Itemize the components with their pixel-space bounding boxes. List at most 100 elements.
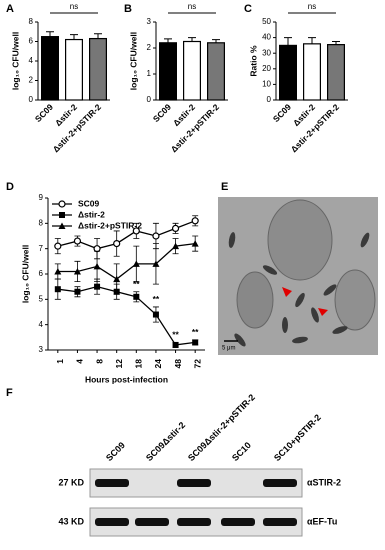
point — [171, 224, 180, 232]
point — [94, 283, 101, 290]
bar — [327, 44, 346, 101]
y-tick-label: 50 — [262, 17, 271, 26]
point — [192, 339, 199, 346]
panel-letter: B — [124, 3, 132, 15]
point — [113, 275, 121, 283]
point — [152, 311, 159, 318]
y-axis-label: log₁₀ CFU/well — [128, 32, 138, 90]
y-tick-label: 4 — [29, 56, 34, 65]
band — [135, 479, 169, 487]
microscopy-image — [218, 197, 378, 355]
point — [113, 240, 121, 248]
y-tick-label: 4 — [39, 320, 44, 329]
band — [135, 518, 169, 526]
y-tick-label: 0 — [147, 95, 152, 104]
error-bar — [212, 39, 220, 43]
y-tick-label: 3 — [147, 17, 152, 26]
point — [172, 341, 179, 348]
point — [54, 242, 62, 250]
y-tick-label: 30 — [262, 48, 271, 57]
y-axis-label: Ratio % — [248, 45, 258, 77]
band — [177, 479, 211, 487]
point — [73, 237, 82, 245]
point — [93, 262, 101, 270]
scale-bar-label: 5 μm — [222, 346, 235, 352]
bar — [183, 40, 202, 101]
annotation: ns — [188, 2, 196, 11]
panel-letter: D — [6, 181, 14, 193]
series-line — [57, 285, 196, 346]
x-axis-label: Hours post-infection — [85, 374, 168, 384]
point — [191, 217, 199, 225]
legend-marker — [59, 212, 65, 218]
point — [93, 245, 101, 253]
error-bar — [94, 33, 102, 39]
lane-label: SC09Δstir-2 — [144, 420, 187, 463]
y-tick-label: 0 — [29, 95, 34, 104]
band — [177, 518, 211, 526]
bar — [159, 42, 178, 101]
y-tick-label: 9 — [39, 193, 44, 202]
error-bar — [164, 38, 172, 43]
bar — [40, 36, 59, 101]
y-tick-label: 10 — [262, 80, 271, 89]
y-tick-label: 2 — [147, 43, 152, 52]
point — [132, 260, 140, 267]
panel-letter: A — [6, 3, 14, 15]
legend-label: Δstir-2 — [78, 209, 105, 219]
point — [152, 260, 160, 267]
legend-marker — [58, 222, 66, 229]
y-axis-label: log₁₀ CFU/well — [10, 32, 20, 90]
band — [221, 479, 255, 487]
y-tick-label: 6 — [39, 269, 44, 278]
error-bar — [70, 34, 78, 40]
y-tick-label: 6 — [29, 37, 34, 46]
lane-label: SC09 — [104, 440, 127, 463]
lane-label: SC10 — [230, 440, 253, 463]
x-tick-label: 12 — [114, 359, 124, 369]
bar — [303, 43, 322, 101]
band-size: 27 KD — [58, 477, 84, 487]
legend-label: SC09 — [78, 198, 100, 208]
band — [95, 518, 129, 526]
bar — [64, 38, 83, 101]
point — [133, 293, 140, 300]
y-tick-label: 3 — [39, 345, 44, 354]
y-tick-label: 8 — [29, 17, 34, 26]
y-tick-label: 2 — [29, 76, 34, 85]
y-tick-label: 8 — [39, 218, 44, 227]
x-tick-label: 1 — [55, 359, 65, 364]
x-tick-label: 18 — [134, 359, 144, 369]
panel-letter: C — [244, 3, 252, 15]
band — [221, 518, 255, 526]
bar — [88, 37, 107, 101]
y-tick-label: 7 — [39, 244, 44, 253]
point — [152, 232, 160, 240]
y-tick-label: 5 — [39, 294, 44, 303]
panel-letter: F — [6, 387, 13, 399]
significance-label: ** — [172, 330, 179, 340]
point — [132, 227, 140, 235]
y-tick-label: 1 — [147, 69, 152, 78]
point — [191, 240, 199, 247]
band — [263, 518, 297, 526]
point — [74, 288, 81, 295]
point — [73, 267, 81, 275]
significance-label: ** — [192, 327, 199, 337]
y-axis-label: log₁₀ CFU/well — [20, 245, 30, 303]
x-tick-label: 4 — [75, 359, 85, 364]
antibody-label: αSTIR-2 — [307, 477, 341, 487]
x-tick-label: 24 — [153, 359, 163, 369]
y-tick-label: 20 — [262, 64, 271, 73]
bar — [207, 42, 226, 101]
error-bar — [284, 37, 292, 46]
point — [172, 242, 180, 250]
legend-label: Δstir-2+pSTIR-2 — [78, 220, 142, 230]
y-tick-label: 40 — [262, 33, 271, 42]
error-bar — [188, 37, 196, 42]
x-tick-label: 72 — [192, 359, 202, 369]
error-bar — [308, 37, 316, 44]
band — [263, 479, 297, 487]
significance-label: ** — [153, 294, 160, 304]
